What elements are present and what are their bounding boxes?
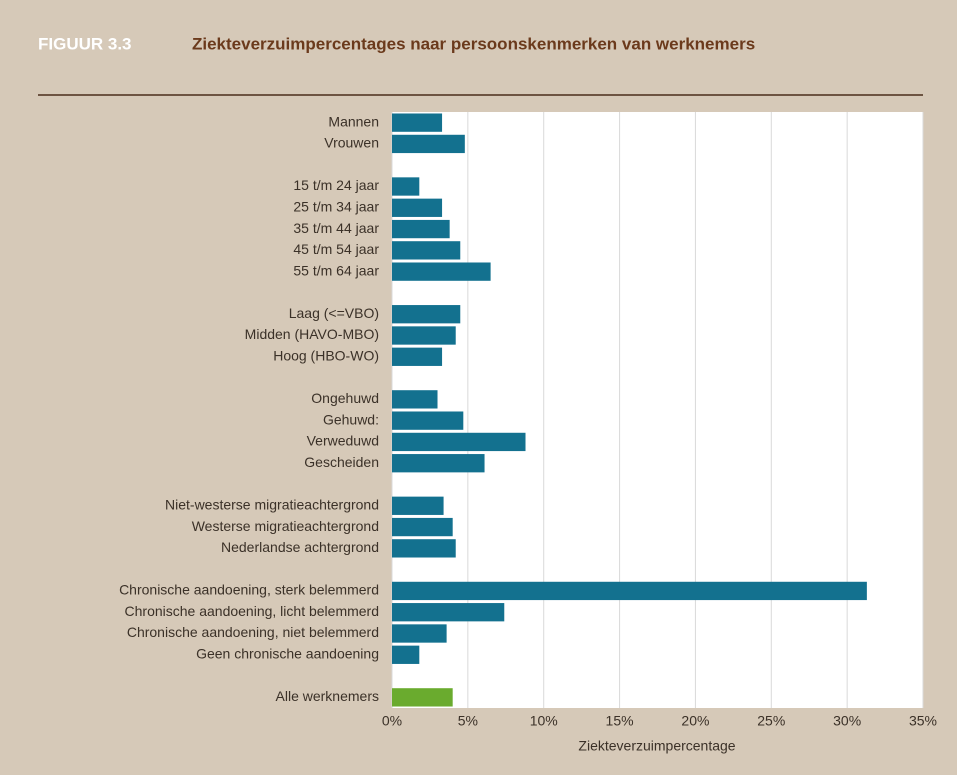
bar: [392, 241, 461, 260]
bar: [392, 496, 444, 515]
x-tick-label: 20%: [681, 713, 709, 729]
bar: [392, 411, 464, 430]
y-tick-label: Vrouwen: [324, 135, 379, 151]
y-tick-label: Chronische aandoening, sterk belemmerd: [119, 582, 379, 598]
bar: [392, 603, 505, 622]
bar: [392, 624, 447, 643]
x-tick-label: 5%: [458, 713, 478, 729]
y-tick-label: Gescheiden: [304, 454, 379, 470]
bar: [392, 113, 443, 132]
bar: [392, 432, 526, 452]
y-tick-label: Geen chronische aandoening: [196, 645, 379, 661]
bar: [392, 688, 453, 707]
y-tick-label: Westerse migratieachtergrond: [192, 518, 379, 534]
y-tick-label: Verweduwd: [307, 433, 379, 449]
y-tick-label: Laag (<=VBO): [289, 305, 379, 321]
bar: [392, 305, 461, 324]
bar: [392, 262, 491, 281]
y-tick-label: 55 t/m 64 jaar: [293, 262, 379, 278]
bar: [392, 390, 438, 409]
y-tick-label: Mannen: [328, 113, 379, 129]
y-tick-label: Midden (HAVO-MBO): [245, 326, 379, 342]
y-tick-label: 45 t/m 54 jaar: [293, 241, 379, 257]
y-tick-label: Chronische aandoening, licht belemmerd: [125, 603, 379, 619]
chart-title: Ziekteverzuimpercentages naar persoonske…: [192, 34, 755, 53]
x-tick-label: 0%: [382, 713, 402, 729]
figure-label: FIGUUR 3.3: [38, 34, 132, 53]
bar: [392, 219, 450, 239]
bar: [392, 177, 420, 196]
y-tick-label: Ongehuwd: [311, 390, 379, 406]
y-tick-label: Nederlandse achtergrond: [221, 539, 379, 555]
x-tick-label: 15%: [606, 713, 634, 729]
y-tick-label: Chronische aandoening, niet belemmerd: [127, 624, 379, 640]
bar: [392, 517, 453, 537]
y-tick-label: 25 t/m 34 jaar: [293, 198, 379, 214]
bar: [392, 347, 443, 366]
bar: [392, 454, 485, 473]
bar: [392, 581, 867, 601]
x-tick-label: 35%: [909, 713, 937, 729]
y-tick-label: 35 t/m 44 jaar: [293, 220, 379, 236]
x-tick-label: 10%: [530, 713, 558, 729]
y-tick-label: Gehuwd:: [323, 411, 379, 427]
bar: [392, 539, 456, 558]
bar: [392, 326, 456, 345]
x-tick-label: 30%: [833, 713, 861, 729]
x-axis-label: Ziekteverzuimpercentage: [578, 738, 735, 754]
bar: [392, 645, 420, 664]
bar: [392, 134, 465, 154]
y-tick-label: 15 t/m 24 jaar: [293, 177, 379, 193]
y-tick-label: Hoog (HBO-WO): [273, 347, 379, 363]
x-tick-label: 25%: [757, 713, 785, 729]
bar: [392, 198, 443, 217]
y-tick-label: Alle werknemers: [276, 688, 379, 704]
y-tick-label: Niet-westerse migratieachtergrond: [165, 496, 379, 512]
